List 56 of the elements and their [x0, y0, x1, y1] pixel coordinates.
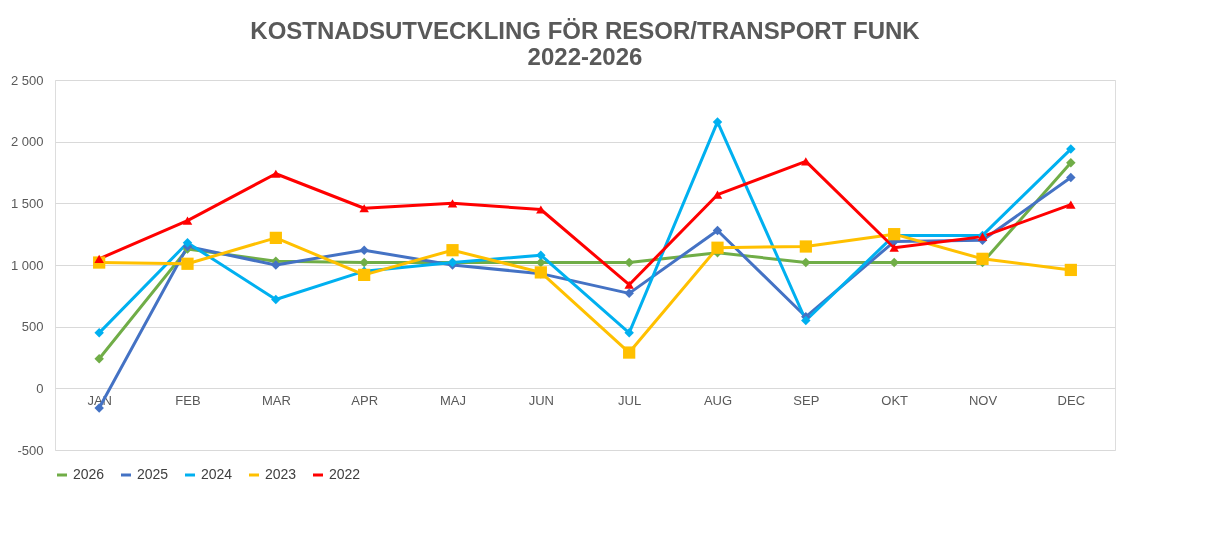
x-tick-label: MAR [261, 392, 291, 408]
point [1066, 172, 1076, 183]
point [976, 252, 989, 265]
x-tick-label: MAJ [440, 392, 466, 408]
point [1064, 263, 1077, 277]
x-tick-label: JUN [528, 392, 554, 408]
point [536, 250, 546, 260]
x-tick-label: JUL [618, 392, 642, 408]
point [712, 225, 723, 236]
point [359, 245, 369, 255]
x-tick-label: DEC [1057, 392, 1086, 408]
x-tick-label: OKT [881, 392, 909, 408]
point [182, 216, 193, 225]
point [623, 346, 636, 359]
y-tick-label: -500 [17, 442, 44, 458]
y-tick-label: 1 500 [10, 195, 44, 211]
point [801, 315, 811, 326]
point [269, 231, 282, 244]
y-tick-label: 2 000 [10, 134, 44, 150]
point [712, 117, 723, 127]
x-tick-label: NOV [968, 392, 998, 408]
point [889, 243, 899, 252]
y-tick-label: 1 000 [10, 257, 44, 273]
point [94, 254, 104, 263]
chart-title: KOSTNADSUTVECKLING FÖR RESOR/TRANSPORT FUNK 2022-2026 [250, 17, 921, 70]
point [712, 190, 723, 199]
point [711, 241, 724, 254]
point [358, 268, 371, 281]
point [359, 257, 369, 268]
point [446, 244, 459, 257]
legend-label: 2024 [201, 466, 233, 482]
point [359, 204, 369, 213]
x-tick-label: SEP [793, 392, 820, 408]
y-tick-label: 0 [36, 380, 44, 396]
x-tick-label: APR [351, 392, 379, 408]
point [624, 328, 634, 338]
point [1066, 200, 1076, 209]
point [181, 257, 194, 270]
point [94, 353, 104, 364]
legend-label: 2026 [73, 466, 105, 482]
point [624, 280, 634, 289]
y-tick-label: 500 [21, 319, 44, 335]
x-tick-label: FEB [175, 392, 201, 408]
legend-label: 2025 [137, 466, 169, 482]
point [799, 240, 812, 253]
y-tick-label: 2 500 [10, 72, 44, 88]
point [271, 169, 281, 178]
x-tick-label: AUG [703, 392, 733, 408]
legend-label: 2023 [265, 466, 297, 482]
point [94, 328, 104, 338]
legend-label: 2022 [329, 466, 361, 482]
point [182, 238, 193, 248]
point [271, 294, 281, 305]
point [1066, 157, 1076, 168]
point [624, 288, 634, 299]
point [447, 199, 458, 208]
